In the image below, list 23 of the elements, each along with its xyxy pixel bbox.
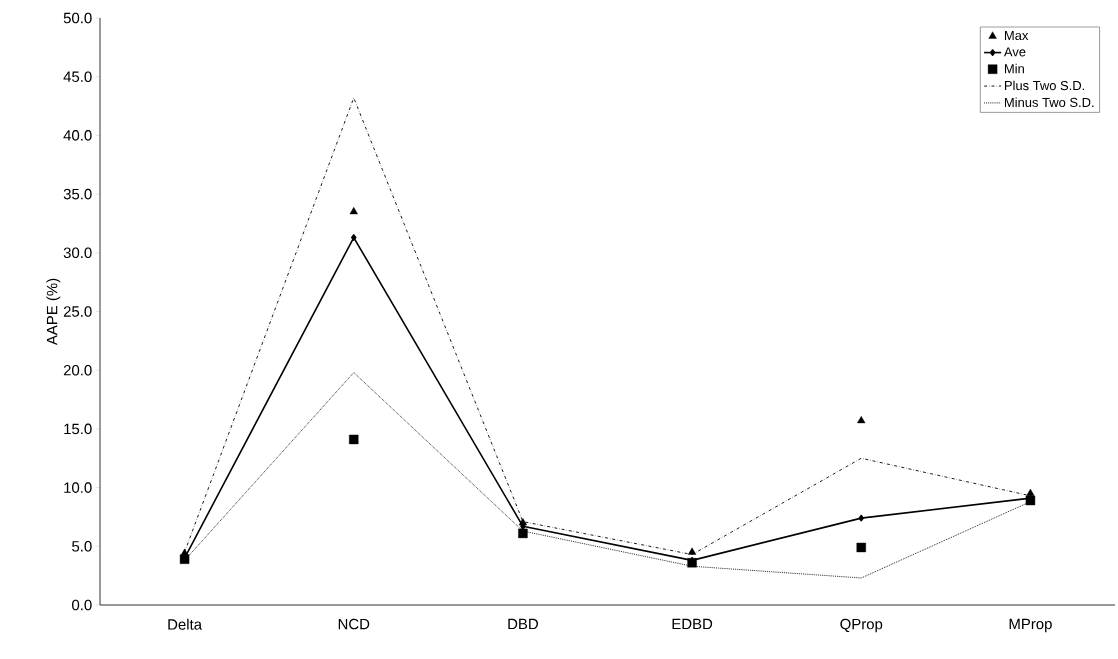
x-tick-label: NCD	[338, 618, 370, 630]
y-tick-label: 35.0	[63, 188, 92, 200]
y-tick-label: 15.0	[64, 423, 92, 435]
y-axis-title: AAPE (%)	[46, 278, 61, 346]
legend-label: Plus Two S.D.	[1004, 80, 1085, 91]
legend-label: Minus Two S.D.	[1004, 97, 1094, 107]
x-tick-label: QProp	[840, 618, 883, 633]
x-tick-label: EDBD	[672, 618, 713, 630]
y-tick-label: 0.0	[72, 599, 92, 611]
legend-label: Max	[1004, 30, 1029, 41]
x-tick-label: Delta	[168, 618, 203, 630]
legend-label: Min	[1004, 63, 1024, 74]
y-tick-label: 45.0	[63, 71, 92, 82]
x-tick-label: MProp	[1009, 618, 1052, 633]
y-tick-label: 25.0	[63, 306, 92, 317]
y-tick-label: 50.0	[63, 12, 92, 24]
y-tick-label: 5.0	[72, 541, 92, 552]
y-tick-label: 20.0	[63, 364, 92, 376]
y-tick-label: 40.0	[63, 130, 92, 141]
x-tick-label: DBD	[508, 618, 538, 630]
y-tick-label: 30.0	[63, 247, 92, 259]
y-tick-label: 10.0	[64, 482, 92, 493]
legend-label: Ave	[1003, 47, 1026, 57]
